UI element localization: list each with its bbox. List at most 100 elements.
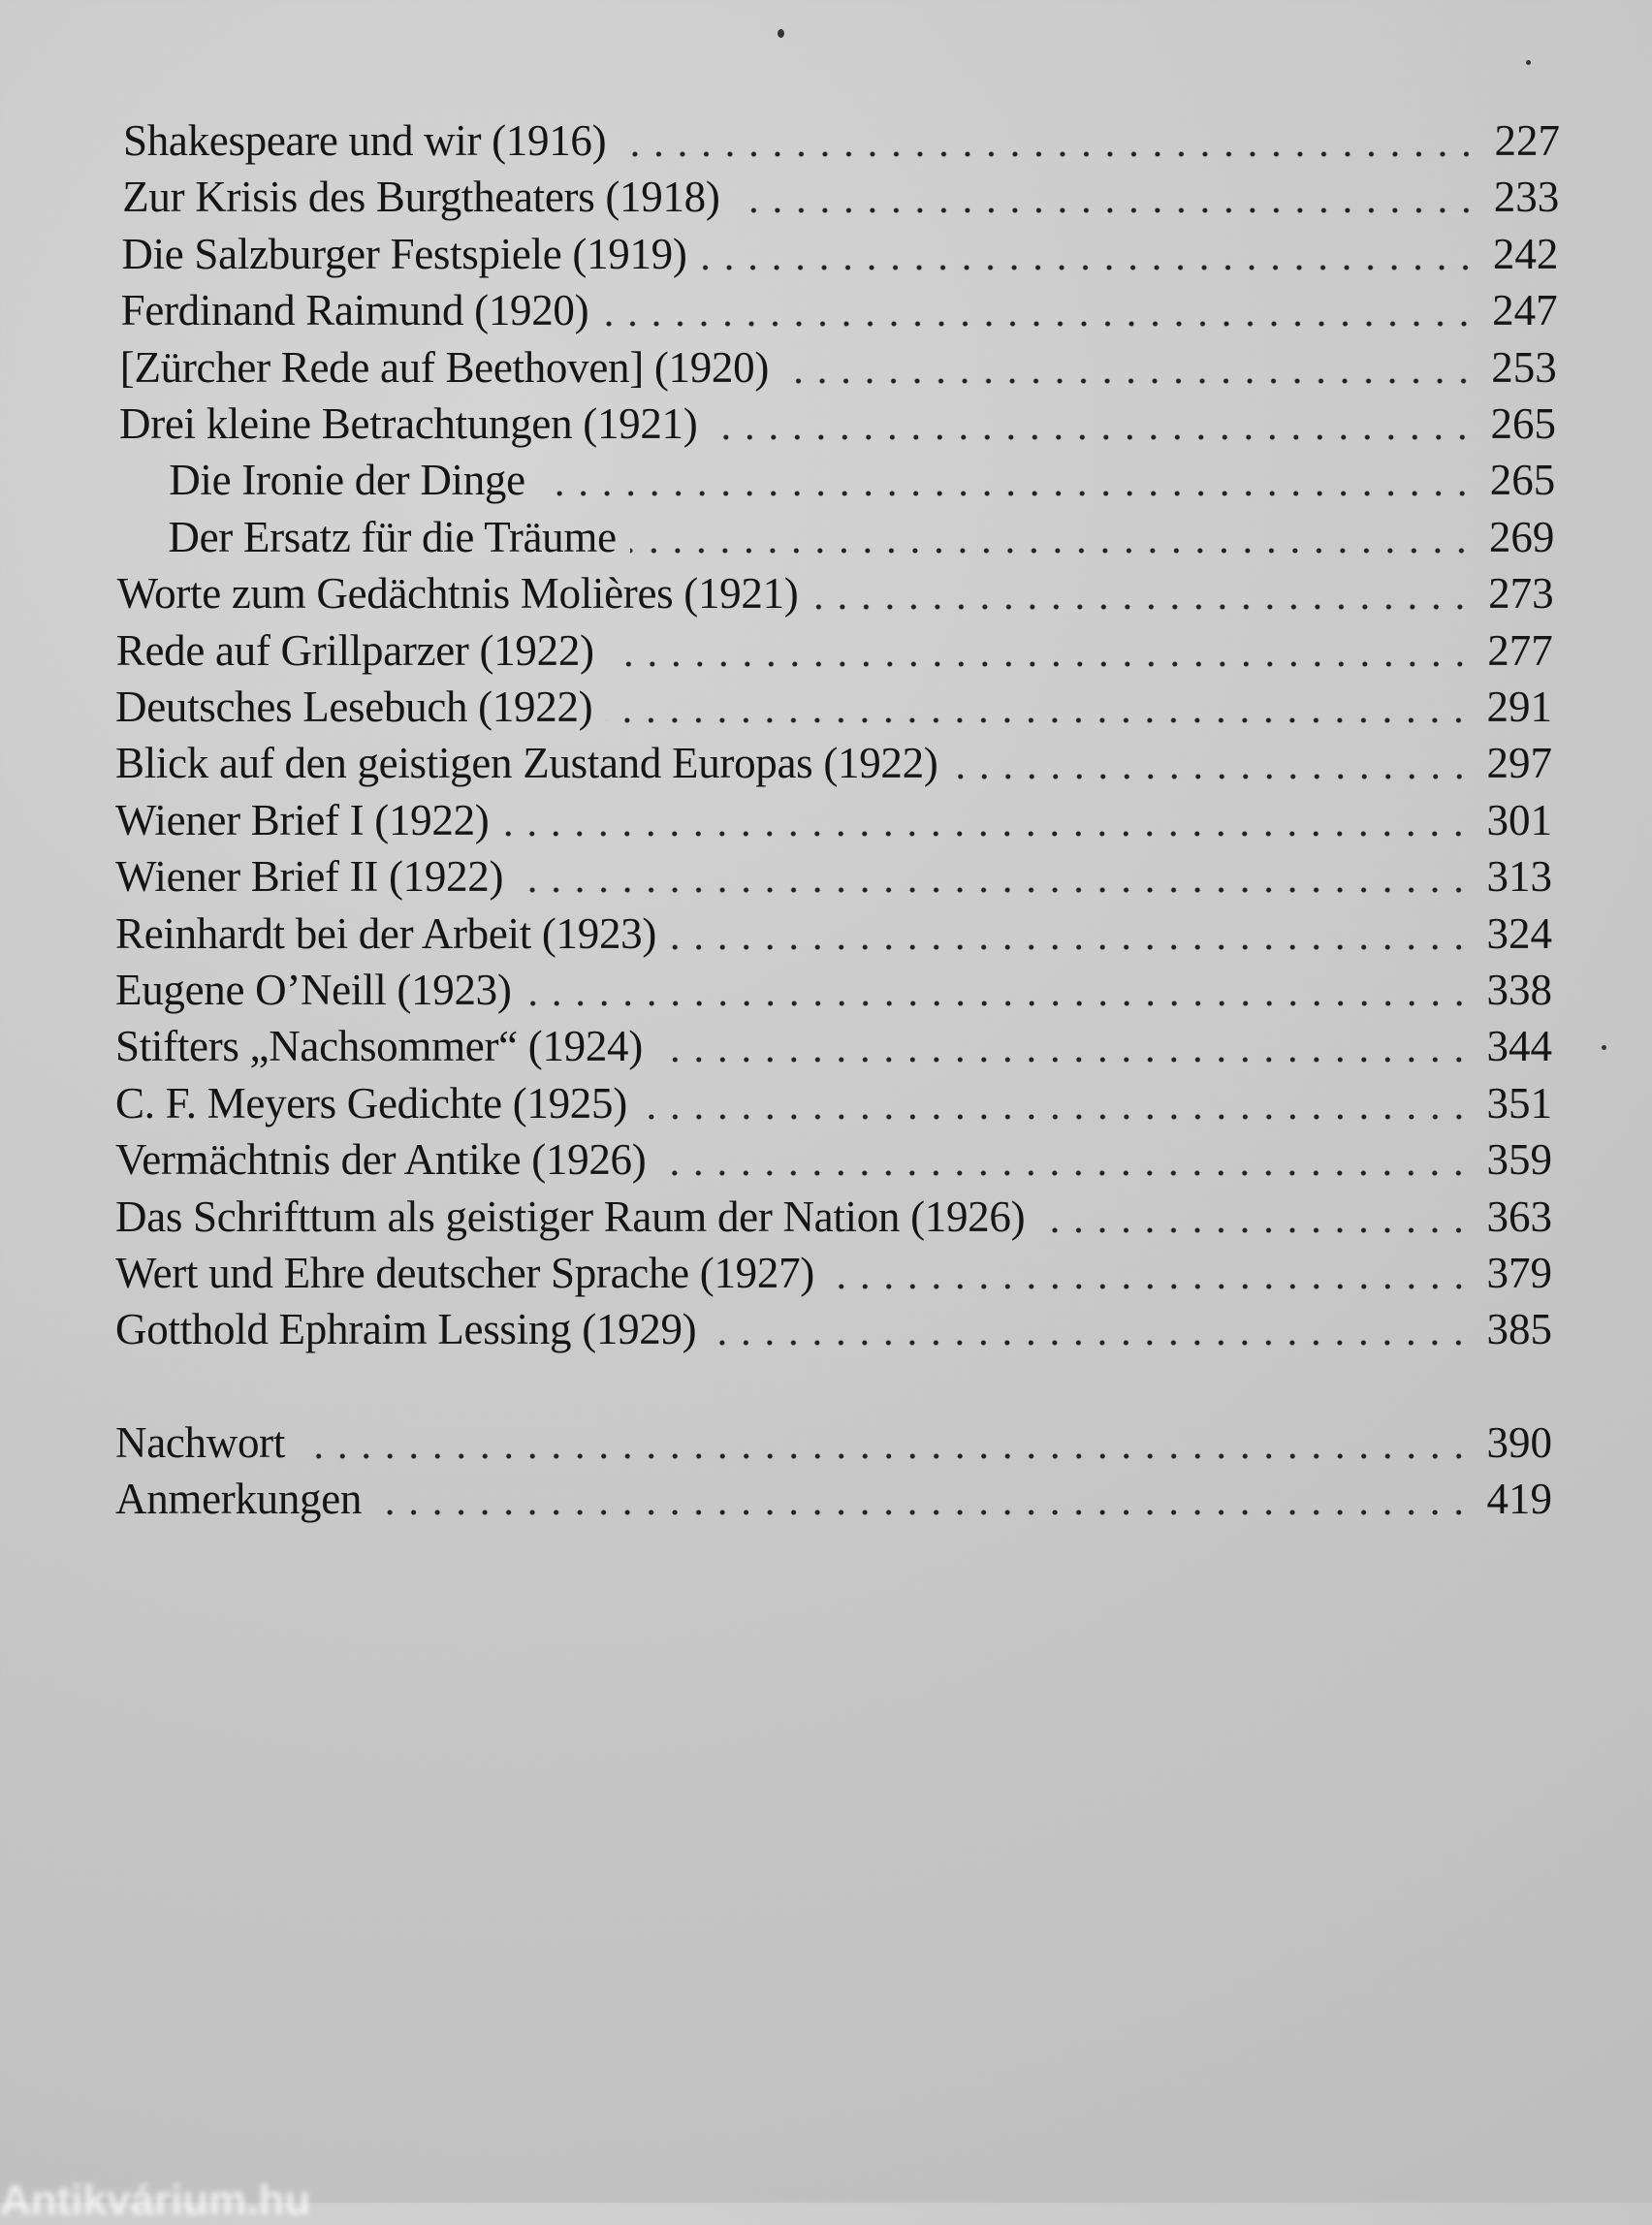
dot-leader xyxy=(538,452,1475,509)
entry-title: Rede auf Grillparzer (1922) xyxy=(115,625,594,675)
entry-page-number: 265 xyxy=(1490,399,1557,448)
toc-entry: C. F. Meyers Gedichte (1925) 351 xyxy=(115,1074,1553,1131)
entry-title: Vermächtnis der Antike (1926) xyxy=(115,1135,647,1185)
toc-entry: Die Salzburger Festspiele (1919) 242 xyxy=(121,225,1559,282)
dot-leader xyxy=(951,735,1471,792)
toc-entry: Wiener Brief I (1922) 301 xyxy=(115,791,1553,848)
dot-leader xyxy=(375,1471,1471,1527)
dot-leader xyxy=(607,621,1472,679)
entry-page-number: 338 xyxy=(1486,966,1553,1014)
entry-page-number: 253 xyxy=(1491,342,1557,392)
entry-page-number: 247 xyxy=(1492,286,1558,335)
entry-page-number: 385 xyxy=(1486,1305,1553,1354)
entry-page-number: 273 xyxy=(1488,569,1554,619)
dot-leader xyxy=(629,508,1474,565)
entry-title: Eugene O’Neill (1923) xyxy=(115,966,512,1014)
toc-entry: Der Ersatz für die Träume 269 xyxy=(117,508,1555,565)
toc-entry: Anmerkungen 419 xyxy=(115,1471,1552,1527)
dot-leader xyxy=(811,565,1473,622)
toc-entry: Wiener Brief II (1922) 313 xyxy=(115,848,1553,906)
entry-title: Worte zum Gedächtnis Molières (1921) xyxy=(116,569,799,619)
dot-leader xyxy=(640,1074,1471,1131)
entry-page-number: 324 xyxy=(1486,908,1553,958)
entry-title: Der Ersatz für die Träume xyxy=(168,512,617,561)
dot-leader xyxy=(670,905,1471,962)
toc-entry: Gotthold Ephraim Lessing (1929) 385 xyxy=(115,1301,1553,1358)
dot-leader xyxy=(782,338,1476,396)
dot-leader xyxy=(655,1018,1471,1075)
entry-title: Wiener Brief II (1922) xyxy=(115,852,504,902)
toc-entry: Blick auf den geistigen Zustand Europas … xyxy=(115,735,1553,792)
toc-entry: Deutsches Lesebuch (1922) 291 xyxy=(115,679,1552,735)
toc-entry: Eugene O’Neill (1923) 338 xyxy=(115,962,1552,1018)
entry-title: Ferdinand Raimund (1920) xyxy=(120,286,589,335)
entry-title: Wiener Brief I (1922) xyxy=(115,795,490,844)
entry-title: [Zürcher Rede auf Beethoven] (1920) xyxy=(119,342,770,392)
toc-entry: Das Schrifttum als geistiger Raum der Na… xyxy=(115,1188,1553,1245)
entry-title: Zur Krisis des Burgtheaters (1918) xyxy=(122,173,720,222)
entry-page-number: 233 xyxy=(1493,173,1560,222)
toc-entry: Drei kleine Betrachtungen (1921) 265 xyxy=(119,396,1556,452)
entry-page-number: 359 xyxy=(1486,1135,1553,1185)
entry-title: C. F. Meyers Gedichte (1925) xyxy=(115,1078,627,1128)
toc-entry: Stifters „Nachsommer“ (1924) 344 xyxy=(115,1018,1553,1075)
entry-title: Reinhardt bei der Arbeit (1923) xyxy=(115,908,657,958)
entry-title: Die Salzburger Festspiele (1919) xyxy=(121,229,687,278)
entry-page-number: 363 xyxy=(1486,1192,1553,1241)
toc-entry: Die Ironie der Dinge 265 xyxy=(118,452,1556,509)
entry-page-number: 297 xyxy=(1486,739,1553,788)
entry-title: Blick auf den geistigen Zustand Europas … xyxy=(115,739,938,788)
entry-page-number: 379 xyxy=(1486,1249,1553,1297)
entry-page-number: 227 xyxy=(1494,116,1561,165)
entry-page-number: 291 xyxy=(1486,683,1553,731)
toc-entry: Vermächtnis der Antike (1926) 359 xyxy=(115,1131,1553,1189)
dot-leader xyxy=(827,1245,1471,1301)
toc-entry: Reinhardt bei der Arbeit (1923) 324 xyxy=(115,905,1553,962)
entry-title: Deutsches Lesebuch (1922) xyxy=(115,683,593,731)
paper-speck xyxy=(778,29,784,38)
entry-page-number: 419 xyxy=(1486,1475,1553,1523)
dot-leader xyxy=(524,962,1471,1018)
toc-entry: Nachwort 390 xyxy=(115,1414,1552,1471)
dot-leader xyxy=(733,169,1478,226)
dot-leader xyxy=(620,112,1478,169)
entry-page-number: 242 xyxy=(1492,229,1559,278)
entry-title: Gotthold Ephraim Lessing (1929) xyxy=(115,1305,697,1354)
entry-page-number: 301 xyxy=(1486,795,1553,844)
entry-page-number: 351 xyxy=(1486,1078,1553,1128)
watermark: Antikvárium.hu xyxy=(0,2177,311,2224)
entry-page-number: 390 xyxy=(1486,1418,1553,1467)
paper-speck xyxy=(1526,60,1531,65)
dot-leader xyxy=(710,1301,1471,1358)
entry-page-number: 344 xyxy=(1486,1022,1553,1071)
toc-entry: [Zürcher Rede auf Beethoven] (1920) 253 xyxy=(119,338,1557,396)
toc-entry: Rede auf Grillparzer (1922) 277 xyxy=(115,621,1553,679)
dot-leader xyxy=(299,1414,1471,1471)
dot-leader xyxy=(711,396,1475,452)
entry-title: Drei kleine Betrachtungen (1921) xyxy=(119,399,698,448)
entry-title: Wert und Ehre deutscher Sprache (1927) xyxy=(115,1249,814,1297)
entry-title: Stifters „Nachsommer“ (1924) xyxy=(115,1022,643,1071)
entry-title: Shakespeare und wir (1916) xyxy=(123,116,607,165)
dot-leader xyxy=(700,225,1477,282)
entry-page-number: 277 xyxy=(1487,625,1553,675)
entry-title: Die Ironie der Dinge xyxy=(169,456,525,505)
dot-leader xyxy=(602,282,1477,339)
dot-leader xyxy=(502,791,1471,848)
dot-leader xyxy=(1038,1188,1471,1245)
toc-entry: Wert und Ehre deutscher Sprache (1927) 37… xyxy=(115,1245,1552,1301)
dot-leader xyxy=(659,1131,1471,1189)
dot-leader xyxy=(606,679,1471,735)
dot-leader xyxy=(517,848,1471,906)
entry-page-number: 269 xyxy=(1488,512,1555,561)
entry-title: Das Schrifttum als geistiger Raum der Na… xyxy=(115,1192,1026,1241)
toc-entry: Shakespeare und wir (1916) 227 xyxy=(123,112,1560,169)
entry-page-number: 313 xyxy=(1486,852,1553,902)
entry-title: Nachwort xyxy=(115,1418,286,1467)
toc-entry: Worte zum Gedächtnis Molières (1921) 273 xyxy=(116,565,1554,622)
entry-page-number: 265 xyxy=(1489,456,1556,505)
paper-speck xyxy=(1602,1045,1606,1050)
toc-entry: Ferdinand Raimund (1920) 247 xyxy=(120,282,1558,339)
entry-title: Anmerkungen xyxy=(115,1475,363,1523)
